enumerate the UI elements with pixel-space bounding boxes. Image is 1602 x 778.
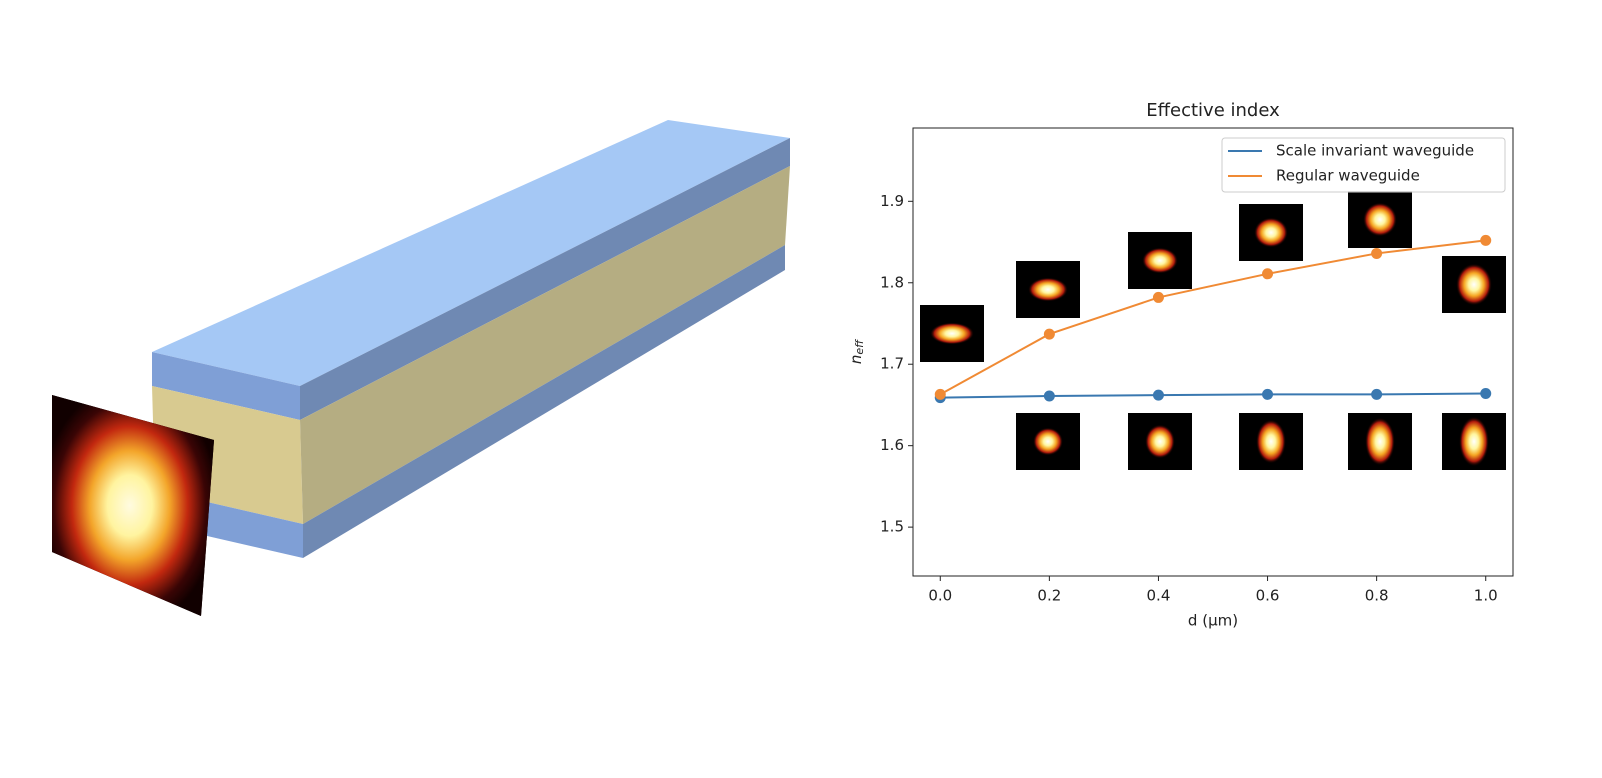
core-side [300, 166, 790, 524]
mode-profile [52, 395, 214, 616]
mode-spot [1254, 217, 1288, 248]
legend-label: Scale invariant waveguide [1276, 142, 1474, 160]
data-point [1480, 234, 1492, 246]
plot-area [912, 127, 1514, 577]
mode-spot [1142, 247, 1178, 274]
y-axis-label: neff [847, 339, 867, 364]
mode-spot [1365, 417, 1395, 466]
x-tick-label: 0.4 [1147, 587, 1171, 605]
x-axis-label: d (μm) [1188, 612, 1238, 630]
y-tick-label: 1.9 [880, 192, 904, 210]
x-tick-label: 0.8 [1365, 587, 1389, 605]
data-point [1152, 291, 1164, 303]
chart: Effective index d (μm) neff 0.0 0.2 0.4 0.6… [847, 100, 1514, 630]
mode-spot [1363, 202, 1397, 237]
data-point [1262, 268, 1274, 280]
upper-cladding-front [152, 352, 300, 420]
y-tick-label: 1.8 [880, 273, 904, 291]
top-face [152, 120, 790, 386]
x-tick-label: 0.2 [1037, 587, 1061, 605]
series-line [939, 239, 1486, 396]
data-point [934, 388, 946, 400]
data-point [1043, 390, 1055, 402]
legend-box [1221, 137, 1506, 193]
data-point [1480, 388, 1492, 400]
y-tick-label: 1.5 [880, 518, 904, 536]
y-tick-label: 1.7 [880, 355, 904, 373]
y-tick-label: 1.6 [880, 436, 904, 454]
x-tick-label: 0.0 [928, 587, 952, 605]
x-tick-label: 1.0 [1474, 587, 1498, 605]
data-point [1262, 388, 1274, 400]
data-point [1371, 247, 1383, 259]
mode-spot [1256, 419, 1286, 464]
x-tick-label: 0.6 [1256, 587, 1280, 605]
y-label-main: n [847, 355, 865, 365]
upper-cladding-side [300, 138, 790, 420]
series-line [940, 392, 1486, 399]
mode-spot [1028, 277, 1068, 302]
mode-spot [930, 322, 974, 345]
data-point [1043, 328, 1055, 340]
mode-spot [1145, 424, 1175, 459]
y-label-subscript: eff [853, 339, 866, 355]
waveguide-illustration [52, 120, 790, 616]
lower-cladding-side [303, 245, 785, 558]
data-point [1371, 388, 1383, 400]
chart-title: Effective index [1146, 100, 1280, 121]
legend-label: Regular waveguide [1276, 167, 1420, 185]
mode-spot [1459, 416, 1489, 467]
data-point [1152, 389, 1164, 401]
mode-spot [1456, 263, 1492, 306]
mode-spot [1033, 427, 1063, 456]
